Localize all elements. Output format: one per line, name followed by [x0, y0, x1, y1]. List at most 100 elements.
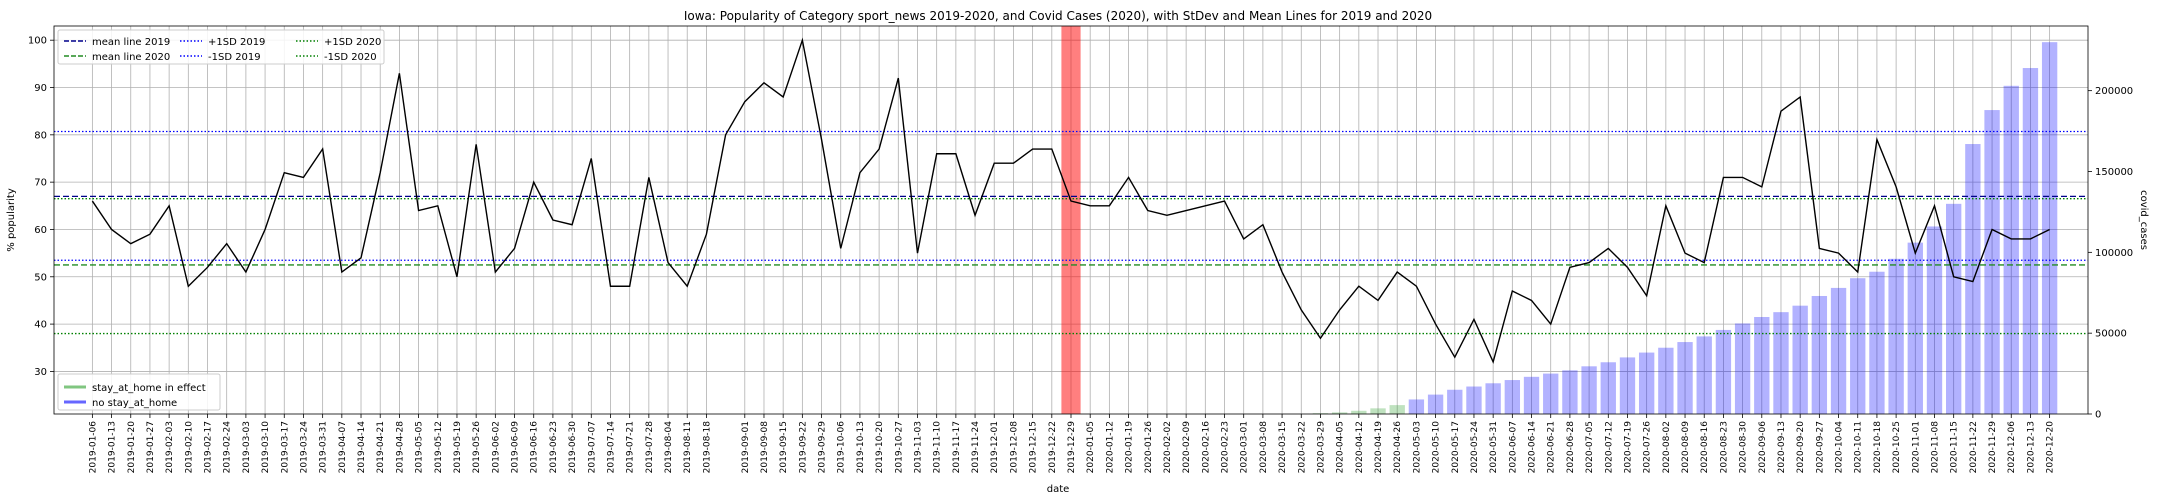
x-tick-label: 2020-02-23 — [1221, 421, 1231, 473]
x-tick-label: 2019-08-11 — [683, 421, 693, 473]
x-tick-label: 2020-03-01 — [1240, 421, 1250, 473]
x-tick-label: 2020-08-02 — [1662, 421, 1672, 473]
x-tick-label: 2020-08-23 — [1719, 421, 1729, 473]
x-tick-label: 2019-04-14 — [357, 421, 367, 474]
x-tick-label: 2019-10-06 — [837, 421, 847, 474]
covid-bar — [1715, 329, 1732, 414]
x-tick-label: 2020-05-31 — [1489, 421, 1499, 473]
x-tick-label: 2019-07-21 — [626, 421, 636, 473]
x-tick-label: 2019-04-07 — [338, 421, 348, 473]
y2-tick-label: 100000 — [2095, 248, 2133, 259]
covid-bar — [1850, 278, 1866, 414]
y-tick-label: 70 — [34, 178, 47, 189]
x-tick-label: 2019-03-03 — [242, 421, 252, 473]
covid-bar — [1523, 376, 1540, 414]
x-tick-label: 2019-05-26 — [472, 421, 482, 474]
x-tick-label: 2019-12-15 — [1029, 421, 1039, 473]
covid-bar — [1792, 305, 1808, 414]
x-tick-label: 2019-06-09 — [511, 421, 521, 474]
y-tick-label: 100 — [28, 36, 47, 47]
x-tick-label: 2020-07-19 — [1623, 421, 1633, 474]
x-tick-label: 2020-08-16 — [1700, 421, 1710, 474]
x-tick-label: 2020-12-06 — [2007, 421, 2017, 474]
covid-bar — [1907, 242, 1923, 414]
x-tick-label: 2020-02-02 — [1163, 421, 1173, 473]
x-tick-label: 2019-06-02 — [491, 421, 501, 473]
x-tick-label: 2019-09-01 — [741, 421, 751, 473]
covid-bar — [1638, 352, 1655, 414]
x-tick-label: 2019-09-29 — [818, 421, 828, 474]
covid-bar — [1600, 362, 1616, 414]
y-tick-label: 40 — [34, 320, 47, 331]
x-tick-label: 2020-11-08 — [1930, 421, 1940, 474]
x-tick-label: 2020-04-05 — [1336, 421, 1346, 473]
x-tick-label: 2019-05-19 — [453, 421, 463, 474]
y2-axis-label: covid_cases — [2138, 190, 2149, 250]
y-tick-label: 90 — [34, 83, 47, 94]
x-tick-label: 2019-06-30 — [568, 421, 578, 474]
x-tick-label: 2019-03-24 — [299, 421, 309, 474]
y2-tick-label: 150000 — [2095, 167, 2133, 178]
x-tick-label: 2019-12-29 — [1067, 421, 1077, 474]
x-tick-label: 2019-12-22 — [1048, 421, 1058, 473]
x-tick-label: 2020-04-19 — [1374, 421, 1384, 474]
covid-bar — [1926, 226, 1943, 414]
popularity-line — [91, 37, 2050, 365]
x-tick-label: 2019-04-28 — [395, 421, 405, 474]
x-tick-label: 2019-11-10 — [933, 421, 943, 474]
covid-bar — [1543, 373, 1559, 414]
x-tick-label: 2020-02-09 — [1182, 421, 1192, 474]
x-tick-label: 2020-11-15 — [1950, 421, 1960, 473]
x-tick-label: 2020-01-19 — [1125, 421, 1135, 474]
covid-bar — [1830, 287, 1847, 414]
covid-bar — [1888, 258, 1904, 414]
y2-tick-label: 50000 — [2095, 329, 2127, 340]
y-tick-label: 50 — [34, 272, 47, 283]
x-tick-label: 2019-01-13 — [108, 421, 118, 473]
x-tick-label: 2019-03-17 — [280, 421, 290, 473]
x-tick-label: 2020-01-12 — [1105, 421, 1115, 473]
highlight-band — [1061, 26, 1081, 414]
x-tick-label: 2020-09-20 — [1796, 421, 1806, 474]
x-tick-label: 2019-07-28 — [645, 421, 655, 474]
x-tick-label: 2020-11-22 — [1969, 421, 1979, 473]
y-tick-label: 60 — [34, 225, 47, 236]
legend-bottom: stay_at_home in effect no stay_at_home — [57, 373, 221, 411]
x-tick-label: 2019-01-20 — [127, 421, 137, 474]
covid-bar — [1619, 357, 1636, 414]
x-tick-label: 2020-09-27 — [1815, 421, 1825, 473]
covid-bar — [1504, 380, 1521, 414]
legend-label: no stay_at_home — [92, 398, 177, 409]
covid-bar — [1965, 144, 1981, 414]
covid-bar — [1370, 408, 1386, 414]
x-tick-label: 2020-03-22 — [1297, 421, 1307, 473]
y2-tick-label: 0 — [2095, 410, 2101, 421]
legend-label: stay_at_home in effect — [92, 383, 206, 394]
x-tick-label: 2020-01-26 — [1144, 421, 1154, 474]
plot-area: 2019-01-06 2019-01-13 2019-01-20 2019-01-27… — [28, 25, 2133, 474]
x-tick-label: 2019-04-21 — [376, 421, 386, 473]
x-tick-label: 2019-07-14 — [606, 421, 616, 474]
x-tick-label: 2020-05-24 — [1470, 421, 1480, 474]
x-tick-label: 2019-03-10 — [261, 421, 271, 474]
y-tick-label: 80 — [34, 130, 47, 141]
y-axis-label: % popularity — [6, 188, 17, 252]
legend-label: -1SD 2020 — [324, 52, 377, 63]
x-tick-label: 2019-08-18 — [702, 421, 712, 474]
covid-bar — [2041, 42, 2058, 415]
covid-bar — [1696, 336, 1712, 414]
covid-bar — [1447, 389, 1463, 414]
covid-bar — [1389, 405, 1405, 414]
x-tick-label: 2020-07-12 — [1604, 421, 1614, 473]
legend-label: +1SD 2020 — [324, 37, 381, 48]
axes-frame — [53, 25, 2089, 415]
covid-bar — [1946, 203, 1962, 414]
x-tick-label: 2020-08-30 — [1739, 421, 1749, 474]
covid-bar — [1754, 317, 1770, 414]
y-tick-label: 30 — [34, 367, 47, 378]
covid-bar — [1466, 386, 1482, 414]
x-tick-label: 2019-09-22 — [798, 421, 808, 473]
x-tick-label: 2019-01-27 — [146, 421, 156, 473]
covid-bar — [1677, 342, 1693, 414]
x-tick-label: 2020-06-07 — [1508, 421, 1518, 473]
